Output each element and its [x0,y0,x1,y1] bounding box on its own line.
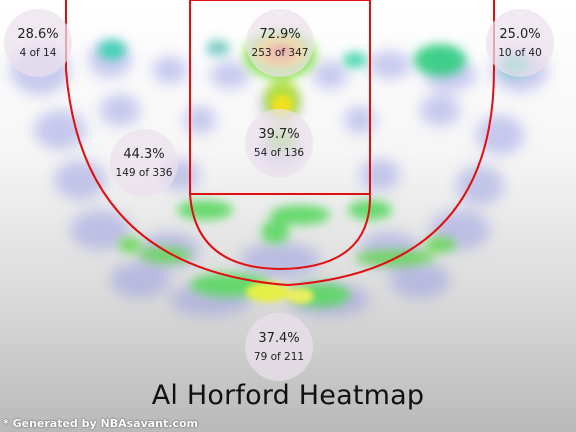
heat-blob [414,44,466,76]
heat-blob [240,242,320,278]
zone-restricted-area: 72.9% 253 of 347 [246,9,314,77]
zone-pct: 44.3% [123,146,165,162]
heat-blob [261,220,289,244]
zone-above-break-three: 37.4% 79 of 211 [245,313,313,381]
heat-blob [368,51,412,79]
heat-blob [360,159,400,191]
heat-blob [206,40,230,56]
heat-blob [70,210,130,250]
zone-left-corner: 28.6% 4 of 14 [4,9,72,77]
zone-right-corner: 25.0% 10 of 40 [486,9,554,77]
heat-blob [420,94,460,126]
heat-blob [286,288,314,304]
heat-blob [390,262,450,298]
heat-blob [100,94,140,126]
zone-count: 54 of 136 [253,146,305,159]
heat-blob [312,61,348,89]
zone-count: 253 of 347 [251,46,309,59]
zone-count: 149 of 336 [115,166,173,179]
footer-credit: * Generated by NBAsavant.com [3,417,198,430]
court-lines [65,0,495,287]
free-throw-circle [189,193,372,271]
heat-blob [343,52,367,68]
heat-blob [152,56,188,84]
heat-blob [118,237,142,253]
zone-mid-range: 44.3% 149 of 336 [110,129,178,197]
heat-blob [139,247,191,263]
heat-blob [424,237,456,253]
zone-pct: 25.0% [499,26,541,42]
zone-pct: 28.6% [17,26,59,42]
heat-blob [476,115,524,155]
three-point-line [65,0,495,287]
zone-count: 79 of 211 [253,350,305,363]
zone-pct: 39.7% [258,126,300,142]
heat-blob [270,205,330,225]
heat-blob [184,106,216,134]
heat-blob [98,40,126,60]
zone-pct: 37.4% [258,330,300,346]
heat-blob [54,160,106,200]
zone-paint: 39.7% 54 of 136 [245,109,313,177]
paint-lane [189,0,371,195]
heat-blob [177,200,233,220]
zone-pct: 72.9% [259,26,301,42]
chart-title: Al Horford Heatmap [151,380,425,411]
heat-blob [456,165,504,205]
heat-blob [34,110,86,150]
heat-blob [246,282,290,302]
heat-blob [210,61,250,89]
zone-count: 10 of 40 [498,46,542,59]
zone-count: 4 of 14 [19,46,57,59]
heat-blob [344,106,376,134]
heat-blob [110,262,170,298]
